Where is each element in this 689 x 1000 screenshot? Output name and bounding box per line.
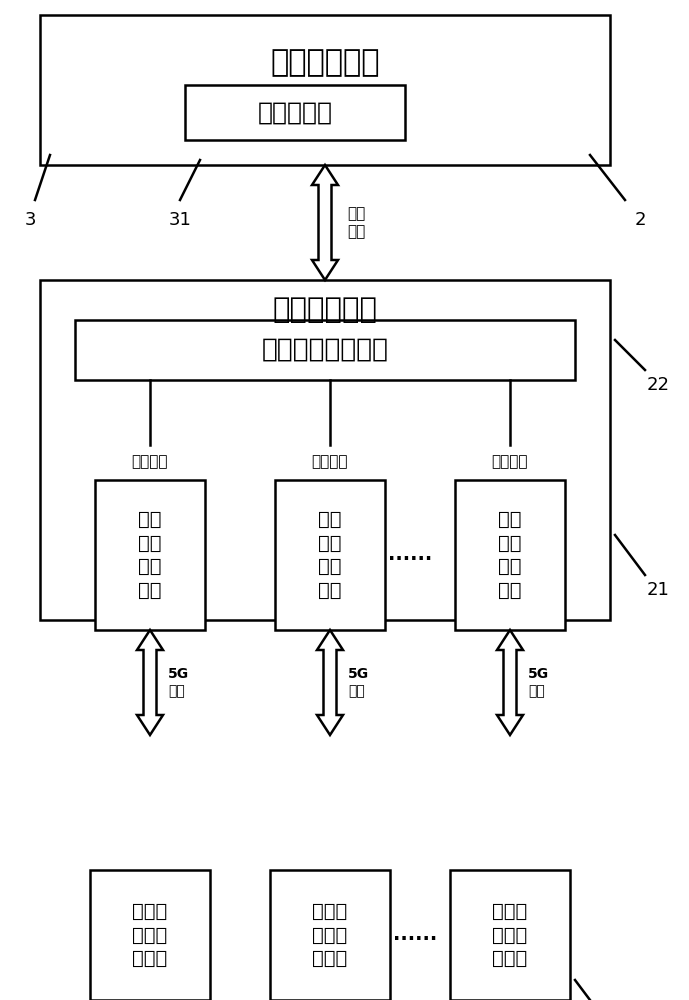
Text: 物联网
电子身
份设备: 物联网 电子身 份设备 — [132, 902, 167, 968]
Bar — [185, 85, 405, 140]
Text: 5G
网络: 5G 网络 — [168, 667, 189, 698]
Text: 内部通信: 内部通信 — [132, 454, 168, 470]
Bar — [95, 480, 205, 630]
Text: 31: 31 — [169, 211, 192, 229]
Text: 3: 3 — [24, 211, 36, 229]
Bar — [275, 480, 385, 630]
Text: 中心验证单元: 中心验证单元 — [270, 48, 380, 78]
Text: 2: 2 — [635, 211, 646, 229]
Text: 内部通信: 内部通信 — [492, 454, 528, 470]
Polygon shape — [317, 630, 343, 735]
Polygon shape — [137, 630, 163, 735]
Bar — [450, 870, 570, 1000]
Bar — [270, 870, 390, 1000]
Polygon shape — [497, 630, 523, 735]
Bar — [40, 280, 610, 620]
Text: 物联网
电子身
份设备: 物联网 电子身 份设备 — [312, 902, 348, 968]
Text: 5G
网络: 5G 网络 — [348, 667, 369, 698]
Text: 电子
身份
识别
容器: 电子 身份 识别 容器 — [138, 510, 162, 600]
Text: 中心验证库: 中心验证库 — [258, 101, 333, 124]
Bar — [90, 870, 210, 1000]
Polygon shape — [312, 165, 338, 280]
Text: 内部通信: 内部通信 — [311, 454, 348, 470]
Text: 22: 22 — [646, 376, 670, 394]
Text: 物联网
电子身
份设备: 物联网 电子身 份设备 — [493, 902, 528, 968]
Text: 电子
身份
识别
容器: 电子 身份 识别 容器 — [318, 510, 342, 600]
Bar — [75, 320, 575, 380]
Text: 电子
身份
识别
容器: 电子 身份 识别 容器 — [498, 510, 522, 600]
Text: 5G
网络: 5G 网络 — [528, 667, 549, 698]
Text: ......: ...... — [388, 546, 432, 564]
Bar — [40, 15, 610, 165]
Text: 数据
交换: 数据 交换 — [347, 206, 365, 239]
Text: 21: 21 — [646, 581, 670, 599]
Text: 区域服务单元: 区域服务单元 — [273, 296, 378, 324]
Text: ......: ...... — [393, 926, 437, 944]
Text: 识别验证信息容器: 识别验证信息容器 — [262, 337, 389, 363]
Bar — [455, 480, 565, 630]
